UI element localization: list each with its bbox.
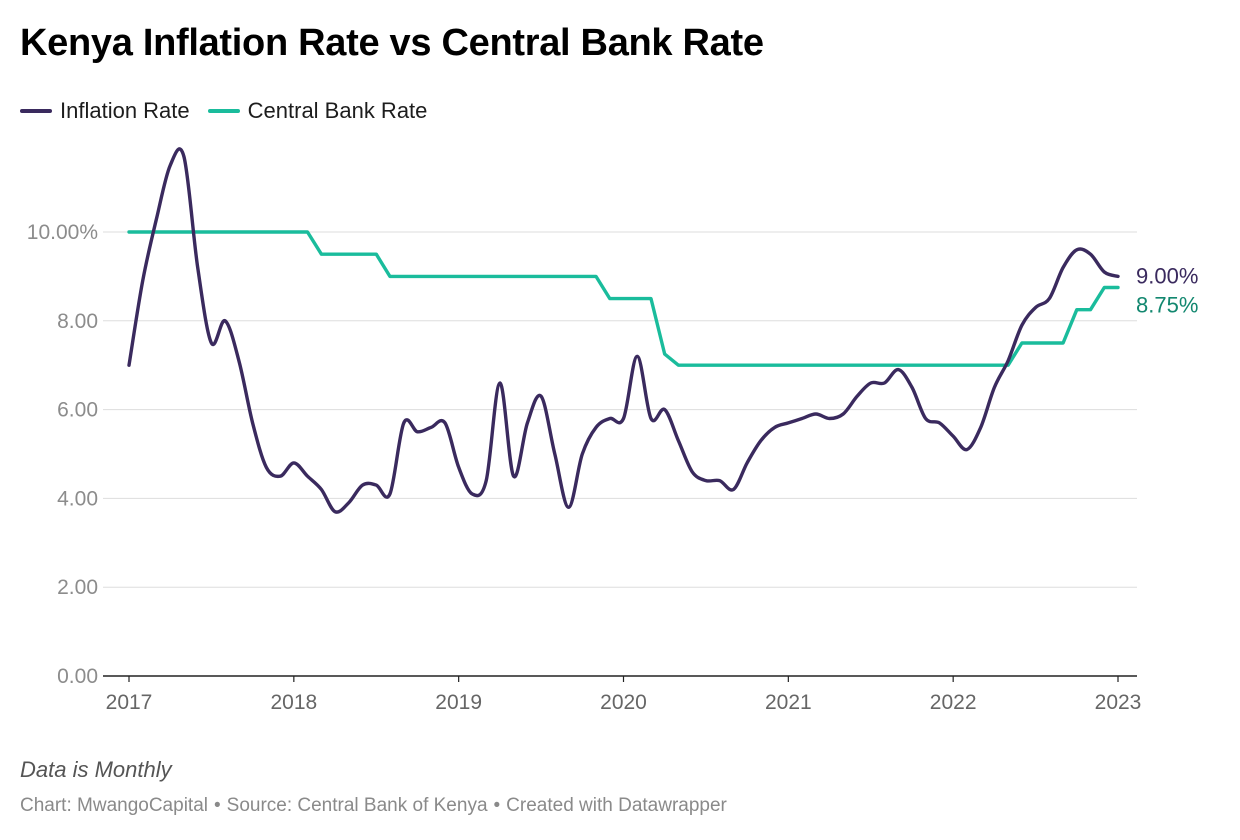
data-note: Data is Monthly xyxy=(20,757,172,782)
y-tick-label: 0.00 xyxy=(57,665,98,688)
legend-swatch-cbr xyxy=(207,109,240,113)
x-tick-label: 2020 xyxy=(600,691,647,714)
series-line-inflation-rate xyxy=(127,147,1120,514)
axis-layer: 0.00 2.00 4.00 6.00 8.00 10.00% 2017 2018 2019 20… xyxy=(27,221,1142,714)
footer-credits: Chart: MwangoCapital • Source: Central Ban… xyxy=(20,795,727,817)
series-layer xyxy=(127,147,1120,514)
footer-source: Source: Central Bank of Kenya xyxy=(226,795,488,816)
x-tick-label: 2022 xyxy=(930,691,977,714)
y-tick-label: 6.00 xyxy=(57,399,98,422)
x-tick-label: 2017 xyxy=(106,691,153,714)
footer-chart-credit: Chart: MwangoCapital xyxy=(20,795,208,816)
y-tick-label: 4.00 xyxy=(57,487,98,510)
y-tick-label: 8.00 xyxy=(57,310,98,333)
chart-title: Kenya Inflation Rate vs Central Bank Rat… xyxy=(20,22,764,64)
y-tick-label: 10.00% xyxy=(27,221,98,244)
series-line-central-bank-rate xyxy=(127,230,1120,367)
x-tick-label: 2018 xyxy=(270,691,317,714)
x-tick-label: 2021 xyxy=(765,691,812,714)
x-tick-label: 2019 xyxy=(435,691,482,714)
legend: Inflation Rate Central Bank Rate xyxy=(20,98,427,124)
y-tick-label: 2.00 xyxy=(57,576,98,599)
legend-swatch-inflation xyxy=(20,109,52,113)
footer-separator: • xyxy=(213,795,221,816)
chart-plot: 0.00 2.00 4.00 6.00 8.00 10.00% 2017 2018 2019 20… xyxy=(27,147,1198,714)
footer-created-with: Created with Datawrapper xyxy=(506,795,727,816)
legend-label-inflation: Inflation Rate xyxy=(60,98,190,123)
x-tick-label: 2023 xyxy=(1095,691,1142,714)
end-label-inflation: 9.00% xyxy=(1136,263,1198,288)
end-label-layer: 9.00% 8.75% xyxy=(1136,263,1198,317)
legend-item-inflation: Inflation Rate xyxy=(20,98,190,124)
end-label-central-bank-rate: 8.75% xyxy=(1136,293,1198,318)
footer-separator: • xyxy=(493,795,501,816)
legend-item-cbr: Central Bank Rate xyxy=(207,98,428,124)
legend-label-cbr: Central Bank Rate xyxy=(247,98,428,123)
